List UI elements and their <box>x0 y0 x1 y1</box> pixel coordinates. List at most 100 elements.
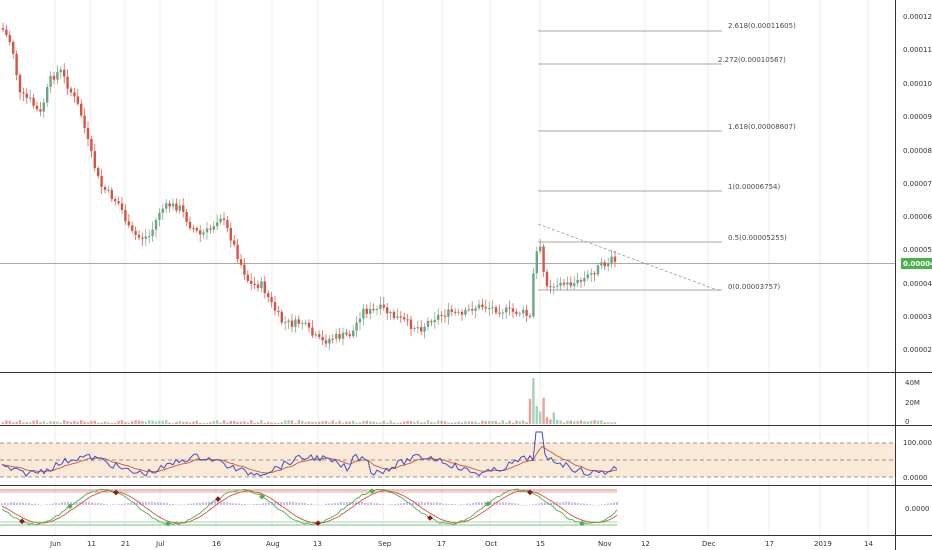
volume-bar <box>348 421 351 424</box>
volume-bar <box>168 422 171 424</box>
volume-bar <box>304 422 307 424</box>
volume-bar <box>205 422 209 424</box>
volume-bar <box>389 420 392 424</box>
candle-body <box>358 318 362 323</box>
candle-body <box>399 316 402 318</box>
stoch-hist-bar <box>457 504 459 506</box>
candle-body <box>188 221 192 229</box>
volume-bar <box>195 420 198 424</box>
stoch-hist-bar <box>433 502 435 505</box>
stoch-hist-bar <box>97 503 99 505</box>
volume-bar <box>301 420 304 424</box>
candle-body <box>59 69 62 73</box>
candle-body <box>607 263 610 267</box>
rsi-signal-line <box>1 446 618 474</box>
stoch-hist-bar <box>544 502 546 505</box>
time-tick: Nov <box>598 540 612 548</box>
volume-bar <box>331 420 334 424</box>
fib-label: 0(0.00003757) <box>728 283 780 291</box>
candle-body <box>505 307 508 313</box>
rsi-line <box>1 431 618 478</box>
volume-bar <box>583 421 586 424</box>
candle-body <box>151 229 154 237</box>
stoch-hist-bar <box>517 503 519 505</box>
stoch-cross-marker <box>527 489 533 496</box>
candle-body <box>355 322 358 331</box>
volume-bar <box>107 422 110 424</box>
stoch-hist-bar <box>358 502 360 505</box>
stoch-hist-bar <box>304 503 306 505</box>
candle-body <box>76 96 79 104</box>
stoch-hist-bar <box>220 502 222 505</box>
stoch-hist-bar <box>178 504 180 505</box>
candle-body <box>239 259 243 265</box>
stoch-hist-bar <box>424 502 426 505</box>
volume-bar <box>270 422 273 424</box>
current-price-label: 0.00004506 <box>903 260 932 268</box>
candle-body <box>613 256 617 262</box>
stoch-hist-bar <box>376 503 378 505</box>
candle-body <box>392 311 396 319</box>
candle-body <box>148 236 151 238</box>
candle-body <box>192 228 195 230</box>
stoch-hist-bar <box>388 504 390 505</box>
volume-bar <box>66 421 69 424</box>
stoch-hist-bar <box>28 502 30 505</box>
price-tick: 0.00006000 <box>903 213 932 221</box>
stoch-hist-bar <box>421 501 423 505</box>
rsi-tick: 0.0000 <box>903 474 928 482</box>
candle-body <box>535 251 538 274</box>
candle-body <box>454 311 457 313</box>
candle-body <box>202 232 205 235</box>
stoch-hist-bar <box>523 504 525 506</box>
time-tick: Dec <box>702 540 716 548</box>
volume-bar <box>460 422 464 424</box>
candle-body <box>518 313 521 315</box>
volume-bar <box>556 419 559 424</box>
volume-tick: 20M <box>905 399 920 407</box>
candle-body <box>416 327 419 329</box>
stoch-hist-bar <box>511 503 513 505</box>
candle-body <box>433 319 436 323</box>
candle-body <box>331 338 334 340</box>
candle-body <box>335 334 338 339</box>
stoch-hist-bar <box>130 502 132 505</box>
candle-body <box>66 76 69 89</box>
stoch-hist-bar <box>106 504 108 505</box>
candle-body <box>263 281 266 294</box>
candle-body <box>253 284 256 286</box>
stoch-hist-bar <box>589 504 591 505</box>
fib-extension[interactable]: 2.618(0.00011605) 2.272(0.00010567) 1.61… <box>538 22 796 291</box>
price-tick: 0.00010000 <box>903 80 932 88</box>
stoch-hist-bar <box>400 503 402 505</box>
candle-body <box>178 205 181 211</box>
candle-body <box>522 309 525 314</box>
candle-body <box>491 307 494 309</box>
stoch-hist-bar <box>553 502 555 505</box>
stoch-hist-bar <box>604 504 606 505</box>
volume-bar <box>545 416 549 424</box>
candle-body <box>229 228 232 241</box>
candle-body <box>369 309 372 314</box>
stoch-hist-bar <box>196 503 198 505</box>
time-tick: 17 <box>437 540 446 548</box>
stoch-hist-bar <box>493 501 495 505</box>
volume-bar <box>229 420 232 424</box>
stoch-hist-bar <box>583 503 585 505</box>
trend-line[interactable] <box>537 223 721 292</box>
volume-bar <box>175 421 178 424</box>
candle-body <box>39 109 42 112</box>
volume-bar <box>416 420 419 424</box>
volume-axis: 40M 20M 0 <box>905 379 920 426</box>
stoch-hist-bar <box>13 502 15 505</box>
volume-bar <box>399 422 402 424</box>
candle-body <box>297 319 300 324</box>
volume-bar <box>25 422 28 424</box>
fib-label: 2.618(0.00011605) <box>728 22 796 30</box>
volume-bar <box>539 411 542 424</box>
volume-bar <box>443 421 447 424</box>
stoch-hist-bar <box>571 502 573 505</box>
candle-body <box>484 307 487 309</box>
stoch-hist-bar <box>85 501 87 505</box>
